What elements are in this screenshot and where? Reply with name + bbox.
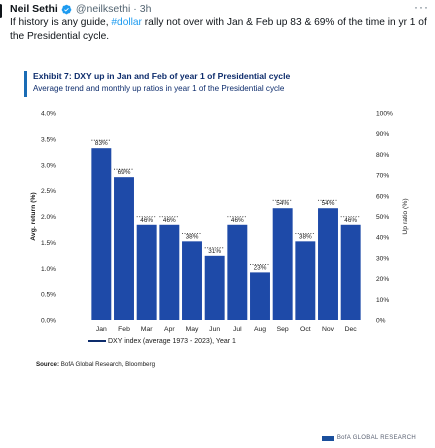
bar-data-label: 69% [118,169,131,176]
x-tick-label: Dec [345,326,358,333]
exhibit-title: Exhibit 7: DXY up in Jan and Feb of year… [33,71,291,81]
tweet-text-start: If history is any guide, [10,17,112,28]
bar-nov [318,208,338,320]
x-tick-label: Jun [209,326,220,333]
tweet-text-end: rally not over with Jan & Feb up 83 & 69… [10,17,427,42]
tweet-header: Neil Sethi @neilksethi · 3h ··· If histo… [0,0,435,48]
right-tick-label: 60% [376,193,389,200]
left-tick-label: 3.5% [41,136,56,143]
x-tick-label: Jul [233,326,242,333]
chart-plot: 0.0% 0.5% 1.0% 1.5% 2.0% 2.5% 3.0% 3.5% 4.0% 0% 10… [30,111,409,334]
x-tick-label: Jan [96,326,107,333]
bar-jan [91,148,112,320]
legend-line-swatch [88,340,106,342]
x-tick-label: Aug [254,326,266,333]
legend-label: DXY index (average 1973 - 2023), Year 1 [108,337,236,345]
bar-data-label: 23% [254,264,267,271]
source-text: BofA Global Research, Bloomberg [59,361,156,368]
source-note: Source: BofA Global Research, Bloomberg [36,361,155,368]
right-axis-title: Up ratio (%) [402,198,409,234]
x-tick-label: Feb [118,326,130,333]
left-tick-label: 2.5% [41,188,56,195]
brand-logo: BofA GLOBAL RESEARCH [321,435,416,441]
bar-data-label: 54% [322,200,335,207]
bar-feb [114,177,134,320]
right-tick-label: 90% [376,131,389,138]
x-tick-label: Sep [277,326,289,333]
x-tick-label: May [186,326,199,333]
bar-may [182,241,202,320]
bar-mar [136,224,157,320]
right-tick-label: 70% [376,173,389,180]
left-tick-label: 0.0% [41,318,56,325]
bar-data-label: 46% [163,217,176,224]
bar-data-label: 54% [276,200,289,207]
right-tick-label: 0% [376,318,386,325]
left-tick-label: 2.0% [41,214,56,221]
bar-jul [227,224,248,320]
x-tick-label: Oct [300,326,311,333]
bar-data-label: 83% [95,140,108,147]
tweet-text: If history is any guide, #dollar rally n… [10,16,430,44]
separator-dot: · [133,3,137,15]
bar-data-label: 46% [344,217,357,224]
exhibit-card[interactable]: Exhibit 7: DXY up in Jan and Feb of year… [24,60,428,448]
brand-mark-icon [321,435,334,441]
thread-indicator [0,4,4,18]
author-name[interactable]: Neil Sethi [10,3,58,15]
right-tick-label: 20% [376,276,389,283]
author-row: Neil Sethi @neilksethi · 3h [10,2,151,16]
left-tick-label: 1.0% [41,266,56,273]
right-tick-label: 80% [376,152,389,159]
bar-sep [272,208,293,320]
right-tick-label: 50% [376,214,389,221]
verified-badge-icon [61,4,72,14]
tweet-time[interactable]: 3h [139,3,152,15]
brand-name: BofA GLOBAL RESEARCH [336,435,416,441]
left-axis-title: Avg. return (%) [30,192,37,240]
author-handle[interactable]: @neilksethi [75,3,131,15]
bar-data-label: 46% [231,217,244,224]
left-tick-label: 3.0% [41,162,56,169]
bar-oct [295,241,316,320]
x-tick-label: Nov [322,326,335,333]
x-tick-label: Apr [164,326,175,333]
left-tick-label: 4.0% [41,111,56,118]
left-tick-label: 0.5% [41,292,56,299]
x-tick-label: Mar [141,326,153,333]
right-tick-label: 30% [376,255,389,262]
left-tick-label: 1.5% [41,240,56,247]
bar-dec [340,224,361,320]
bar-jun [204,255,225,320]
source-label: Source: [36,361,60,368]
right-tick-label: 40% [376,235,389,242]
right-tick-label: 100% [376,111,393,118]
bar-data-label: 31% [208,248,221,255]
exhibit-subtitle: Average trend and monthly up ratios in y… [33,84,285,93]
chart-legend: DXY index (average 1973 - 2023), Year 1 [88,335,236,347]
bar-apr [159,224,180,320]
more-icon[interactable]: ··· [414,0,429,14]
hashtag-link[interactable]: #dollar [111,17,142,28]
bar-data-label: 38% [299,233,312,240]
bar-data-label: 38% [186,233,199,240]
bar-data-label: 46% [140,217,153,224]
bar-aug [250,272,270,320]
exhibit-accent-bar [24,71,27,97]
right-tick-label: 10% [376,297,389,304]
